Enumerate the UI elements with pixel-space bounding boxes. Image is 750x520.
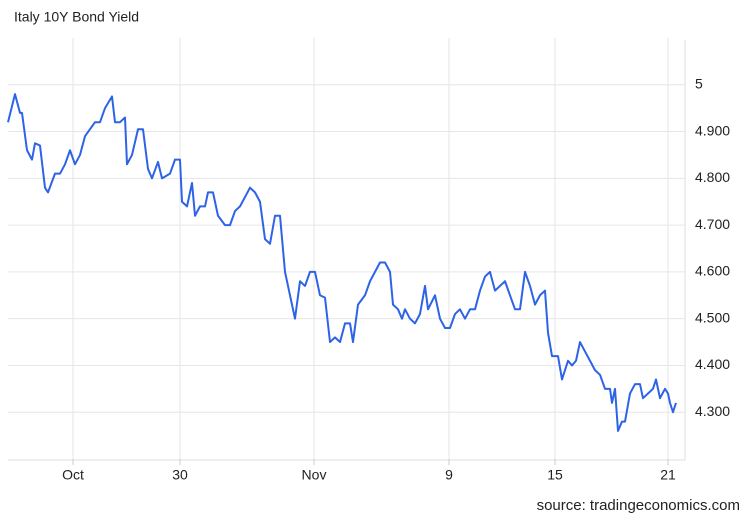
y-tick-label: 5 bbox=[695, 75, 703, 91]
y-tick-label: 4.600 bbox=[695, 263, 730, 279]
y-tick-label: 4.400 bbox=[695, 356, 730, 372]
x-tick-label: 21 bbox=[660, 467, 676, 483]
y-tick-label: 4.700 bbox=[695, 216, 730, 232]
chart-title: Italy 10Y Bond Yield bbox=[14, 9, 139, 25]
x-tick-label: Oct bbox=[62, 467, 84, 483]
x-tick-label: 15 bbox=[547, 467, 563, 483]
y-tick-label: 4.300 bbox=[695, 403, 730, 419]
x-tick-label: 30 bbox=[172, 467, 188, 483]
source: source: tradingeconomics.com bbox=[537, 497, 740, 514]
y-tick-label: 4.800 bbox=[695, 169, 730, 185]
y-tick-label: 4.900 bbox=[695, 122, 730, 138]
data-line bbox=[7, 93, 677, 432]
x-tick-label: Nov bbox=[302, 467, 327, 483]
y-tick-label: 4.500 bbox=[695, 309, 730, 325]
x-tick-label: 9 bbox=[445, 467, 453, 483]
